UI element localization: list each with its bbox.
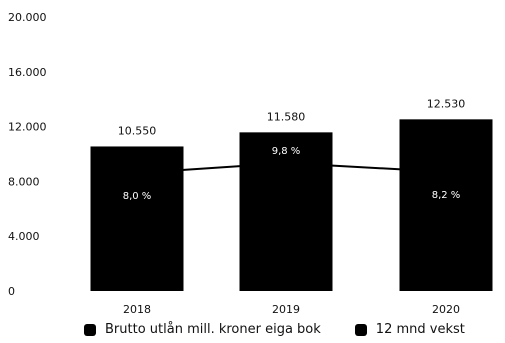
bar-value-label: 12.530 (427, 97, 466, 110)
x-tick-label: 2018 (123, 303, 151, 316)
legend-swatch-vekst (354, 323, 367, 336)
bar-value-label: 11.580 (267, 110, 306, 123)
y-tick-label: 8.000 (8, 175, 40, 188)
growth-line (136, 161, 447, 174)
bar-value-label: 10.550 (118, 124, 157, 137)
legend-swatch-utlan (84, 323, 96, 336)
growth-value-label: 8,2 % (432, 190, 461, 201)
growth-line-series (136, 161, 447, 174)
y-axis: 0 4.000 8.000 12.000 16.000 20.000 (8, 11, 47, 298)
x-tick-label: 2020 (432, 303, 460, 316)
data-labels: 10.550 11.580 12.530 8,0 % 9,8 % 8,2 % (118, 97, 466, 202)
growth-value-label: 9,8 % (272, 146, 301, 157)
legend: Brutto utlån mill. kroner eiga bok 12 mn… (84, 322, 499, 337)
bar (399, 119, 493, 292)
bar (239, 132, 333, 291)
y-tick-label: 12.000 (8, 121, 47, 134)
legend-label-vekst: 12 mnd vekst (375, 322, 465, 337)
y-tick-label: 4.000 (8, 230, 40, 243)
legend-label-utlan: Brutto utlån mill. kroner eiga bok (105, 322, 321, 337)
growth-value-label: 8,0 % (123, 191, 152, 202)
x-axis: 2018 2019 2020 (123, 303, 460, 316)
legend-item-vekst: 12 mnd vekst (354, 322, 465, 337)
y-tick-label: 0 (8, 285, 15, 298)
legend-item-utlan: Brutto utlån mill. kroner eiga bok (84, 322, 321, 337)
bar (90, 146, 184, 291)
y-tick-label: 16.000 (8, 66, 47, 79)
x-tick-label: 2019 (272, 303, 300, 316)
chart-canvas: 0 4.000 8.000 12.000 16.000 20.000 10.550 11.5… (8, 11, 493, 316)
y-tick-label: 20.000 (8, 11, 47, 24)
